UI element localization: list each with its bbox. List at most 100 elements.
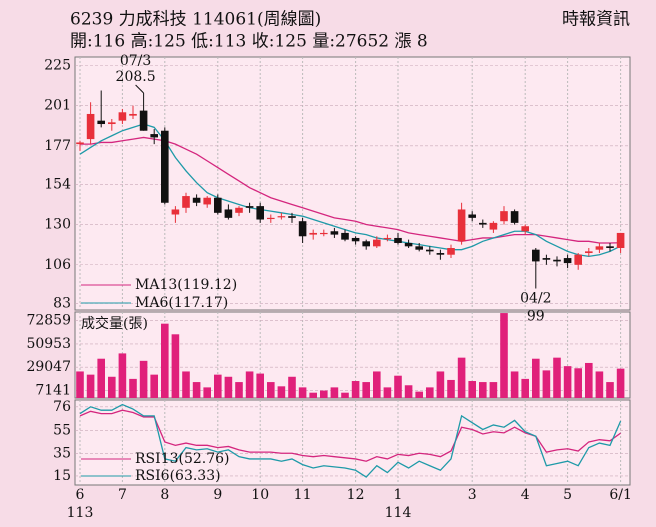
volume-bar (309, 392, 317, 398)
volume-bar (320, 390, 328, 398)
x-tick-label: 7 (118, 487, 127, 503)
volume-bar (563, 366, 572, 398)
y-tick-label: 76 (53, 399, 71, 415)
candle-body (362, 241, 370, 247)
candle-body (426, 249, 434, 252)
candle-body (76, 142, 84, 145)
candle-body (192, 197, 201, 203)
candle-body (468, 214, 476, 218)
panel-title: 成交量(張) (81, 315, 148, 332)
y-tick-label: 72859 (26, 313, 71, 329)
candle-body (574, 254, 582, 265)
legend-label: MA13(119.12) (135, 277, 237, 293)
volume-bar (298, 387, 307, 398)
x-year-label: 114 (385, 505, 412, 521)
candle-body (277, 216, 286, 218)
x-tick-label: 3 (468, 487, 477, 503)
volume-bar (192, 382, 201, 398)
candle-body (330, 231, 339, 235)
volume-bar (532, 358, 540, 398)
volume-bar (394, 375, 402, 398)
candle-body (267, 217, 275, 220)
y-tick-label: 201 (44, 98, 71, 114)
volume-bar (182, 371, 190, 398)
y-tick-label: 177 (44, 138, 71, 154)
volume-bar (521, 378, 529, 398)
y-tick-label: 29047 (26, 359, 71, 375)
candle-body (320, 232, 328, 235)
candle-body (309, 232, 317, 235)
volume-bar (415, 391, 423, 398)
title: 6239 力成科技 114061(周線圖) (70, 10, 321, 30)
annotation-value: 99 (527, 308, 545, 324)
candle-body (97, 120, 105, 125)
volume-bar (267, 382, 275, 398)
volume-bar (542, 370, 551, 398)
annotation-arrow (135, 84, 144, 94)
candle-body (542, 258, 551, 260)
x-tick-label: 10 (251, 487, 269, 503)
candle-body (373, 239, 381, 247)
volume-bar (161, 323, 169, 398)
candle-body (436, 253, 445, 255)
x-tick-label: 4 (521, 487, 530, 503)
x-tick-label: 8 (160, 487, 169, 503)
candle-body (394, 237, 402, 243)
candle-body (595, 246, 604, 250)
candle-body (500, 211, 508, 222)
x-tick-label: 6/1 (609, 487, 632, 503)
ma-line (80, 136, 621, 244)
candle-body (457, 209, 466, 242)
candle-body (182, 196, 190, 208)
candle-body (288, 216, 296, 218)
x-tick-label: 11 (294, 487, 312, 503)
candle-body (298, 221, 307, 237)
volume-bar (235, 382, 243, 398)
candle-body (161, 130, 169, 203)
candle-body (553, 259, 561, 262)
volume-bar (489, 382, 498, 398)
y-tick-label: 55 (53, 423, 71, 439)
x-tick-label: 1 (394, 487, 403, 503)
volume-bar (595, 371, 604, 398)
candle-body (214, 197, 222, 213)
volume-bar (574, 368, 582, 398)
candle-body (532, 249, 540, 262)
candle-body (171, 209, 180, 215)
volume-bar (426, 387, 434, 398)
x-tick-label: 9 (213, 487, 222, 503)
volume-bar (330, 387, 339, 398)
volume-bar (479, 382, 487, 398)
x-tick-label: 12 (347, 487, 365, 503)
volume-bar (139, 360, 148, 398)
volume-bar (245, 371, 254, 398)
candle-body (383, 237, 392, 240)
y-tick-label: 83 (53, 295, 71, 311)
volume-bar (616, 368, 625, 398)
candle-body (139, 110, 148, 131)
volume-bar (468, 381, 476, 398)
volume-bar (500, 313, 508, 398)
candle-body (521, 226, 529, 232)
candle-body (415, 246, 423, 250)
candle-body (404, 242, 413, 247)
x-tick-label: 6 (76, 487, 85, 503)
volume-bar (288, 376, 296, 398)
volume-bar (457, 357, 466, 398)
volume-bar (150, 374, 158, 398)
x-year-label: 113 (67, 505, 94, 521)
y-tick-label: 106 (44, 257, 71, 273)
volume-bar (256, 373, 264, 398)
volume-bar (447, 379, 455, 398)
quote: 開:116 高:125 低:113 收:125 量:27652 漲 8 (70, 32, 428, 52)
y-tick-label: 50953 (26, 336, 71, 352)
candle-body (118, 112, 127, 121)
y-tick-label: 225 (44, 57, 71, 73)
volume-bar (224, 376, 233, 398)
candle-body (224, 209, 233, 218)
ma-line (79, 123, 621, 258)
volume-bar (351, 381, 360, 398)
volume-bar (436, 371, 445, 398)
